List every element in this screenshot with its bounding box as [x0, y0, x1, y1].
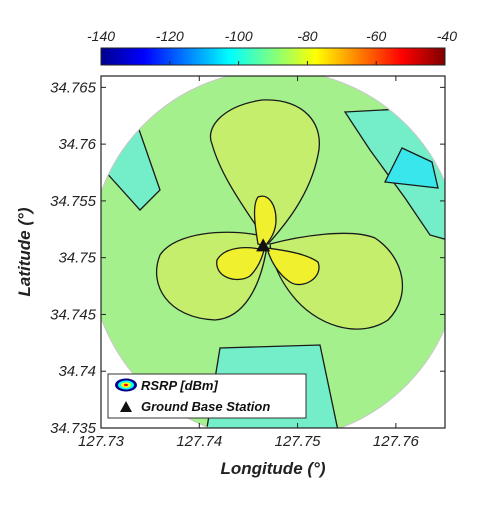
- legend-box: [107, 373, 307, 419]
- x-tick-label: 127.74: [176, 433, 222, 450]
- legend-triangle-icon: [120, 401, 132, 412]
- region-inner-lobe-east: [266, 247, 320, 286]
- x-tick-label: 127.76: [373, 433, 420, 450]
- region-inner-lobe-west: [216, 247, 265, 281]
- y-tick-label: 34.735: [50, 420, 97, 437]
- x-tick-label: 127.73: [78, 433, 125, 450]
- y-tick-label: 34.74: [58, 363, 96, 380]
- y-axis-label: Latitude (°): [15, 207, 34, 296]
- legend-label-station: Ground Base Station: [141, 399, 270, 414]
- y-tick-label: 34.76: [58, 136, 96, 153]
- legend-label-rsrp: RSRP [dBm]: [141, 378, 218, 393]
- y-tick-label: 34.75: [58, 250, 96, 267]
- colorbar-ticks: -140 -120 -100 -80 -60 -40: [87, 28, 457, 65]
- colorbar-tick-label: -60: [366, 28, 386, 44]
- region-inner-lobe-north: [253, 195, 277, 247]
- y-tick-label: 34.755: [50, 193, 97, 210]
- x-tick-label: 127.75: [275, 433, 322, 450]
- colorbar-tick-label: -40: [437, 28, 457, 44]
- plot-area: 127.73 127.74 127.75 127.76 34.73534.7434.7…: [50, 75, 446, 450]
- colorbar-tick-label: -140: [87, 28, 115, 44]
- plot-frame: [100, 75, 446, 429]
- x-axis-ticks: 127.73 127.74 127.75 127.76: [78, 76, 419, 450]
- x-axis-label: Longitude (°): [221, 459, 326, 478]
- colorbar-gradient: [100, 47, 446, 66]
- region-pocket-northeast: [384, 147, 439, 189]
- y-tick-label: 34.745: [50, 306, 97, 323]
- legend-contour-icon: [115, 378, 137, 392]
- colorbar: -140 -120 -100 -80 -60 -40: [87, 28, 457, 66]
- ground-base-station-marker: [256, 238, 271, 252]
- colorbar-tick-label: -100: [225, 28, 253, 44]
- y-tick-label: 34.765: [50, 79, 97, 96]
- colorbar-tick-label: -120: [156, 28, 184, 44]
- y-axis-ticks: 34.735 34.74 34.745 34.75 34.755 34.76 34.765: [50, 79, 445, 437]
- colorbar-tick-label: -80: [297, 28, 317, 44]
- legend: RSRP [dBm] Ground Base Station: [107, 373, 307, 419]
- region-lobe-north: [209, 99, 320, 246]
